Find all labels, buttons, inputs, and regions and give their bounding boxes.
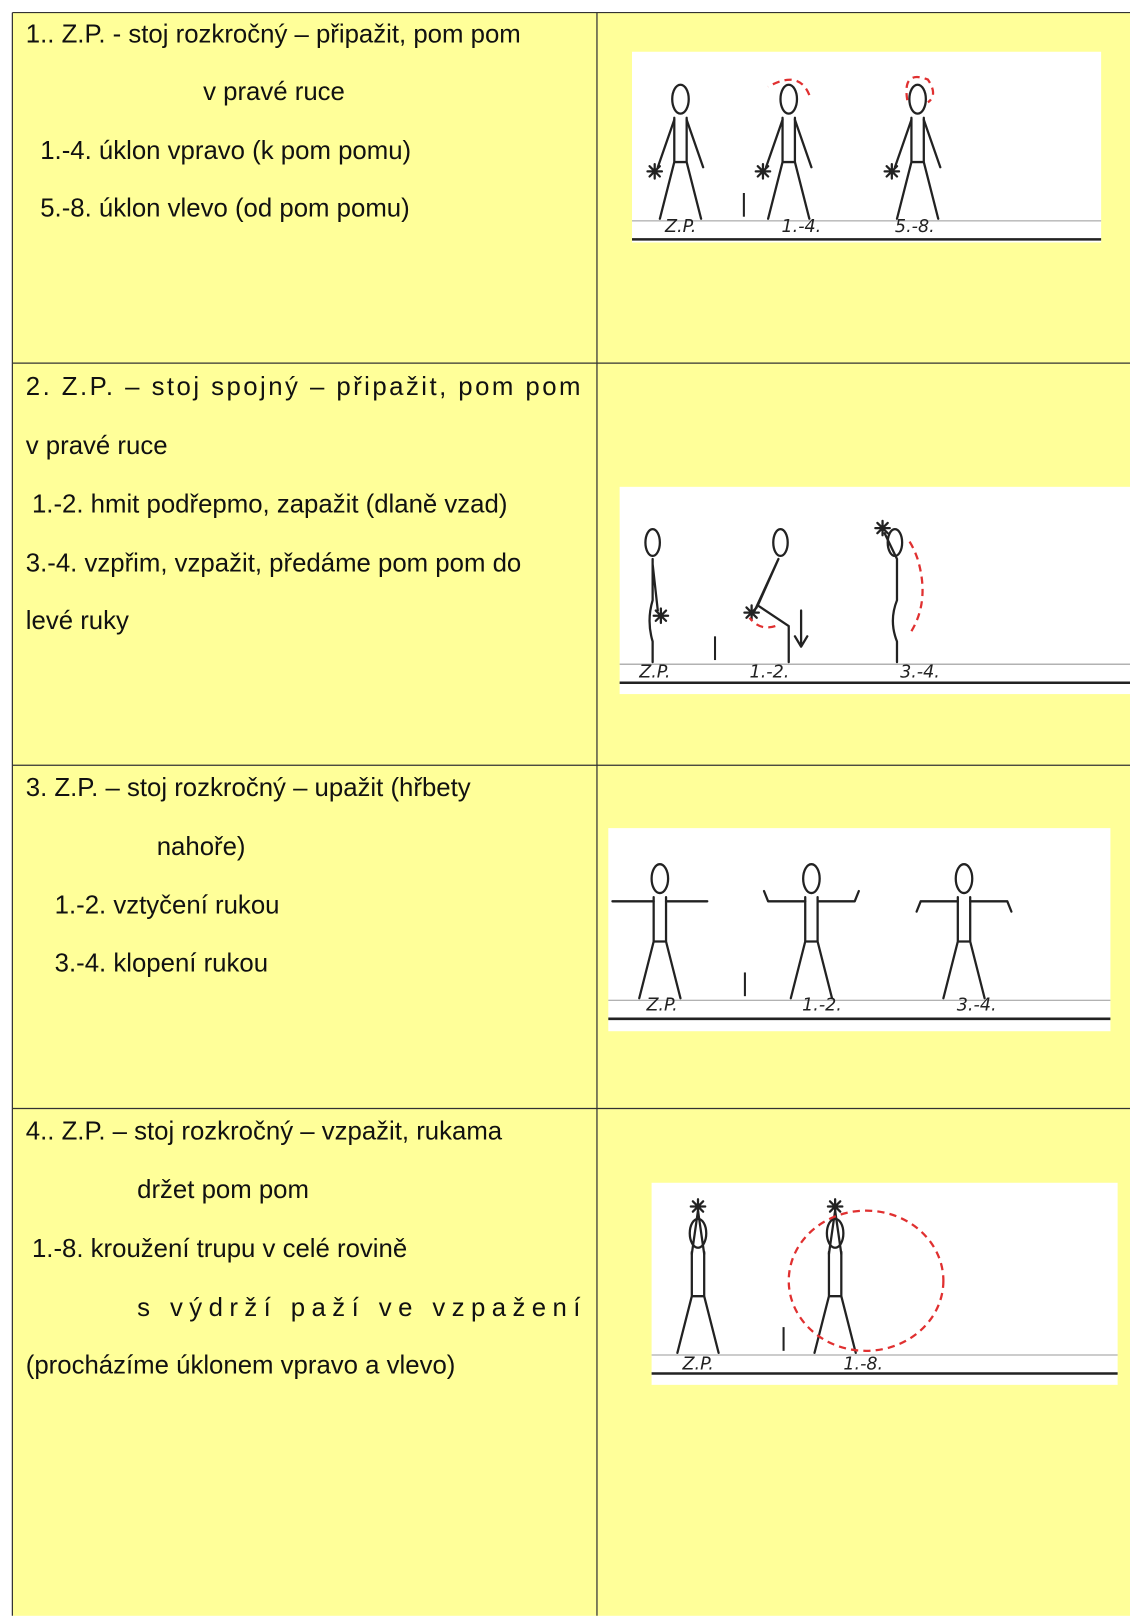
cell-text-line: 3.-4. klopení rukou [55,949,268,977]
figure-label: Z.P. [682,1354,714,1374]
motion-arrow [787,1209,945,1352]
stick-head [825,1217,845,1249]
motion-arrow [748,617,776,629]
stick-figure-part [658,116,703,220]
stick-head [671,83,690,115]
figure-label: Z.P. [664,217,696,237]
stick-figure-part [883,532,899,664]
cell-text-line: 3. Z.P. – stoj rozkročný – upažit (hřbet… [26,774,471,802]
cell-text-line: levé ruky [26,607,129,635]
stick-figure-part [652,607,670,625]
cell-text-line: 1.-2. vztyčení rukou [55,892,280,920]
motion-arrow [767,78,811,96]
cell-text-line: 3.-4. vzpřim, vzpažit, předáme pom pom d… [26,549,521,577]
cell-text-line: 1.-2. hmit podřepmo, zapažit (dlaně vzad… [32,491,507,519]
stick-head [650,863,670,895]
cell-text-line: 4.. Z.P. – stoj rozkročný – vzpažit, ruk… [26,1117,503,1145]
stick-figure-part [942,896,986,1000]
stick-figure-part [676,1250,720,1355]
stick-figure-part [893,118,942,169]
exercise-figure: Z.P. 1.-8. [651,1182,1118,1385]
figure-background [608,828,1111,1032]
stick-figure-part [883,162,901,180]
stick-figure-part [689,1198,707,1215]
stick-figure-part [789,896,834,1000]
motion-arrow [906,537,924,632]
figure-label: 1.-2. [750,663,790,683]
stick-figure-part [915,900,1013,913]
cell-text-line: 1.-8. kroužení trupu v celé rovině [32,1235,407,1263]
stick-head [779,83,799,115]
stick-figure-part [764,118,813,169]
exercise-figure: Z.P. 1.-2. 3.-4. [608,828,1111,1032]
cell-text-line: 2. Z.P. – stoj spojný – připažit, pom po… [26,373,581,401]
figure-label: Z.P. [638,663,670,683]
table-grid [11,11,1130,1616]
stick-figure-part [762,889,860,903]
stick-figure-part [874,519,891,537]
stick-figure-part [648,557,659,664]
figure-background [632,51,1102,243]
stick-figure-part [656,118,705,169]
figure-background [651,1182,1118,1385]
stick-figure-part [793,609,809,648]
exercise-figure: Z.P. 1.-2. 3.-4. [619,486,1130,695]
stick-figure-part [743,604,760,621]
stick-head [908,83,927,115]
stick-figure-part [646,162,664,180]
figure-label: 5.-8. [895,217,935,237]
motion-arrow [905,75,935,104]
cell-text-line: 1.-4. úklon vpravo (k pom pomu) [40,137,411,165]
figure-background [619,486,1130,695]
cell-text-line: v pravé ruce [26,432,168,460]
stick-figure-part [826,1198,844,1215]
stick-head [954,863,974,895]
figure-label: 1.-8. [843,1354,883,1374]
figure-label: 3.-4. [900,663,940,683]
figure-label: 3.-4. [957,996,997,1016]
stick-head [644,527,661,558]
cell-text-line: nahoře) [157,833,246,861]
stick-figure-part [754,162,772,180]
stick-figure-part [766,116,811,220]
figure-label: 1.-2. [802,996,842,1016]
figure-label: 1.-4. [782,217,822,237]
exercise-figure: Z.P. 1.-4. 5.-8. [632,51,1102,243]
stick-figure-part [895,116,940,220]
stick-figure-part [638,896,682,1000]
figure-label: Z.P. [645,996,677,1016]
stick-figure-part [813,1250,857,1355]
stick-head [688,1217,708,1249]
stick-head [772,527,789,558]
cell-text-line: 5.-8. úklon vlevo (od pom pomu) [40,195,410,223]
stick-head [802,863,821,895]
cell-text-line: (procházíme úklonem vpravo a vlevo) [26,1352,456,1380]
cell-text-line: 1.. Z.P. - stoj rozkročný – připažit, po… [26,20,521,48]
cell-text-line: držet pom pom [137,1176,309,1204]
stick-figure-part [753,557,790,664]
cell-text-line: v pravé ruce [203,78,345,106]
